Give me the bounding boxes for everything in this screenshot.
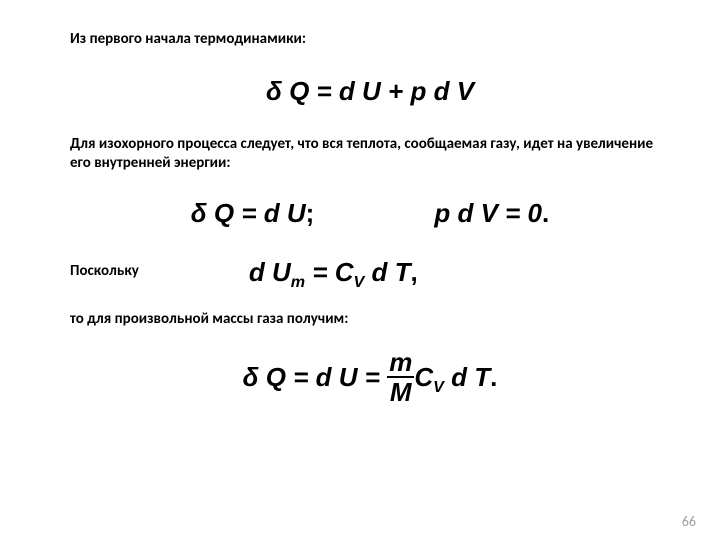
- fraction-denominator: M: [388, 379, 414, 405]
- fraction-numerator: m: [387, 349, 414, 375]
- slide: Из первого начала термодинамики: δ Q = d…: [0, 0, 720, 540]
- equation-isochoric-right: p d V = 0.: [434, 198, 549, 229]
- since-row: Поскольку d Um = CV d T,: [70, 257, 670, 288]
- equation-final-right: CV d T.: [414, 362, 497, 393]
- equation-molar-du: d Um = CV d T,: [249, 257, 418, 288]
- arbitrary-mass-text: то для произвольной массы газа получим:: [70, 310, 670, 330]
- isochoric-text: Для изохорного процесса следует, что вся…: [70, 135, 670, 174]
- page-number: 66: [682, 513, 696, 530]
- equation-final: δ Q = d U = m M CV d T.: [70, 349, 670, 405]
- intro-text: Из первого начала термодинамики:: [70, 30, 670, 50]
- equation-first-law-content: δ Q = d U + p d V: [266, 76, 474, 106]
- equation-final-left: δ Q = d U =: [243, 362, 388, 393]
- equation-first-law: δ Q = d U + p d V: [70, 76, 670, 107]
- equation-final-fraction: m M: [387, 349, 414, 405]
- since-text: Поскольку: [70, 262, 139, 282]
- equation-isochoric-pair: δ Q = d U; p d V = 0.: [191, 198, 549, 229]
- equation-isochoric-row: δ Q = d U; p d V = 0.: [70, 198, 670, 229]
- equation-isochoric-left: δ Q = d U;: [191, 198, 315, 229]
